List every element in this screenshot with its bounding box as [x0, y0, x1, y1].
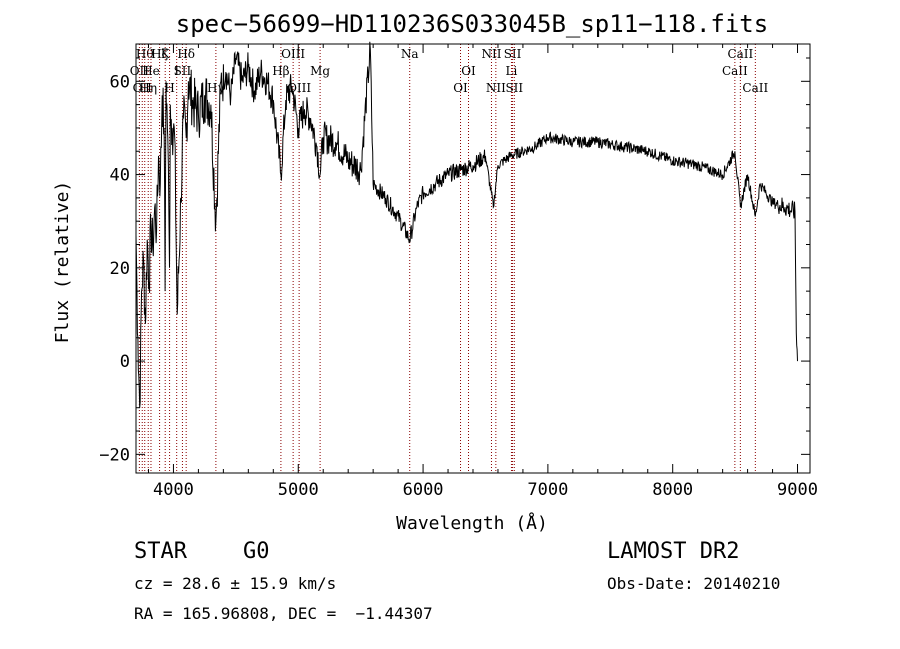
x-tick-label: 8000	[652, 480, 693, 500]
redshift-velocity: cz = 28.6 ± 15.9 km/s	[134, 574, 337, 593]
line-marker-label: Hη	[139, 81, 157, 95]
line-marker-label: NII	[486, 81, 506, 95]
line-marker-label: He	[142, 64, 160, 78]
x-tick-label: 5000	[278, 480, 319, 500]
x-tick-label: 7000	[527, 480, 568, 500]
line-marker-label: OI	[461, 64, 476, 78]
line-marker-label: SII	[504, 47, 522, 61]
object-class: STAR	[134, 539, 187, 564]
x-axis: 4000 5000 6000 7000 8000 9000	[147, 44, 818, 500]
line-marker-label: OI	[453, 81, 468, 95]
line-marker-label: SII	[174, 64, 192, 78]
y-tick-label: 0	[120, 352, 130, 372]
y-axis: −20 0 20 40 60	[99, 57, 810, 465]
spectrum-line	[135, 41, 798, 408]
plot-frame	[135, 43, 811, 474]
x-tick-label: 4000	[153, 480, 194, 500]
y-tick-label: −20	[99, 445, 130, 465]
x-tick-label: 6000	[403, 480, 444, 500]
spectral-line-markers: OIIOIIHθHηHeHζKHISIIHδHγHβOIIIOIIIMgNaOI…	[130, 44, 768, 473]
line-marker-label: CaII	[722, 64, 748, 78]
y-axis-label: Flux (relative)	[52, 181, 73, 344]
chart-title: spec−56699−HD110236S033045B_sp11−118.fit…	[176, 10, 768, 38]
observation-date: Obs-Date: 20140210	[607, 574, 781, 593]
line-marker-label: K	[161, 47, 171, 61]
line-marker-label: Hδ	[177, 47, 195, 61]
line-marker-label: Hθ	[136, 47, 154, 61]
line-marker-label: Li	[506, 64, 518, 78]
line-marker-label: I	[174, 64, 179, 78]
line-marker-label: Hζ	[151, 47, 168, 61]
y-tick-label: 40	[110, 166, 130, 186]
line-marker-label: OII	[133, 81, 153, 95]
survey-name: LAMOST DR2	[607, 539, 740, 564]
line-marker-label: SII	[505, 81, 523, 95]
line-marker-label: OIII	[281, 47, 305, 61]
line-marker-label: Hβ	[272, 64, 289, 78]
line-marker-label: Mg	[310, 64, 330, 78]
object-subclass: G0	[243, 539, 270, 564]
y-tick-label: 60	[110, 72, 130, 92]
line-marker-label: CaII	[742, 81, 768, 95]
x-axis-label: Wavelength (Å)	[396, 512, 548, 534]
line-marker-label: CaII	[727, 47, 753, 61]
line-marker-label: NII	[481, 47, 501, 61]
y-tick-label: 20	[110, 259, 130, 279]
line-marker-label: Na	[401, 47, 419, 61]
line-marker-label: H	[164, 81, 174, 95]
coordinates: RA = 165.96808, DEC = −1.44307	[134, 604, 433, 623]
x-tick-label: 9000	[777, 480, 818, 500]
